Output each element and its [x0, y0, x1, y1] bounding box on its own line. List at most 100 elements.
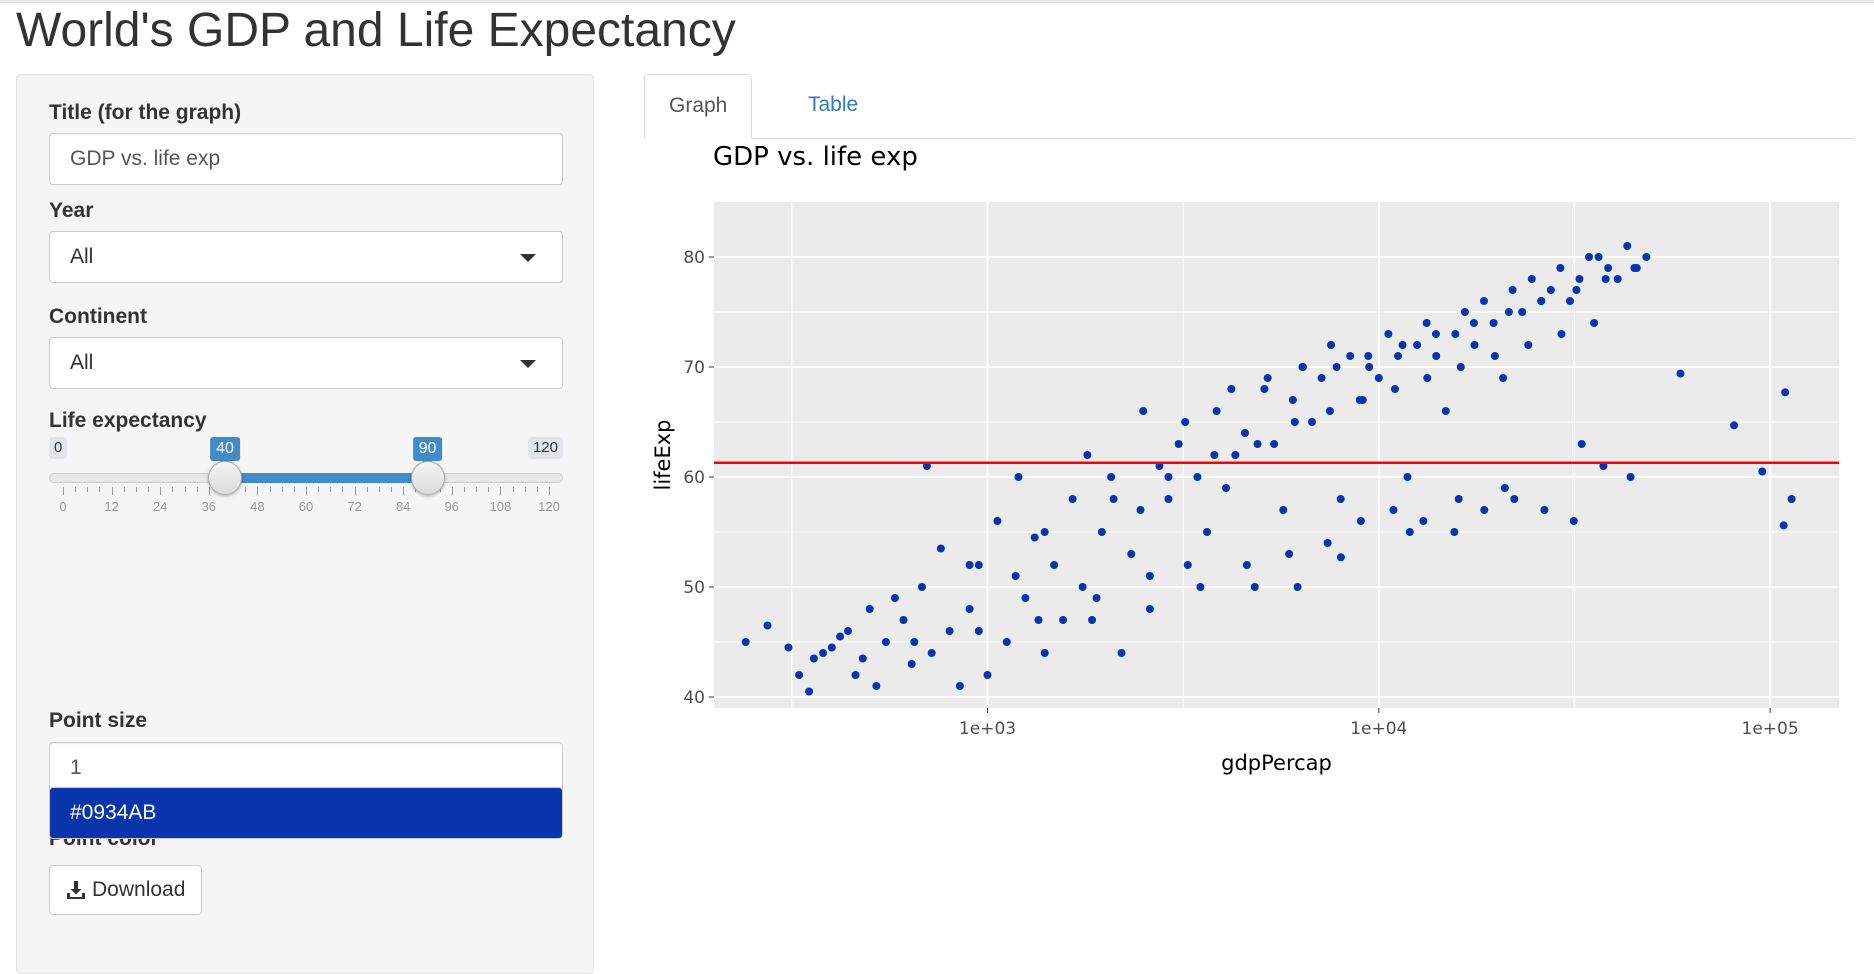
data-point [1196, 583, 1205, 591]
slider-tick [75, 487, 77, 492]
data-point [1145, 605, 1154, 613]
data-point [917, 583, 926, 591]
data-point [1250, 583, 1259, 591]
data-point [1394, 352, 1403, 360]
data-point [1490, 352, 1499, 360]
data-point [1601, 275, 1610, 283]
slider-tick-label: 24 [152, 499, 168, 514]
scatter-chart: 40 50 60 70 80 1e+03 1e+04 1e+05 gdpPercap lifeEx… [651, 202, 1839, 775]
life-expectancy-slider[interactable]: 0 120 40 90 0 12 24 36 48 60 72 84 96 108 120 [49, 437, 563, 517]
data-point [1030, 533, 1039, 542]
data-point [1155, 462, 1164, 470]
slider-tick [293, 487, 295, 492]
y-tick-label: 40 [683, 688, 705, 708]
slider-tick-label: 48 [250, 499, 265, 514]
continent-select[interactable]: All [49, 337, 563, 389]
slider-tick [257, 487, 259, 495]
x-tick-label: 1e+05 [1742, 719, 1799, 739]
tab-table[interactable]: Table [808, 93, 859, 116]
slider-tick [184, 487, 186, 492]
data-point [974, 561, 983, 569]
data-point [1456, 363, 1465, 371]
data-point [1613, 275, 1622, 283]
data-point [1174, 440, 1183, 448]
data-point [1365, 363, 1374, 371]
slider-tick [536, 487, 538, 492]
data-point [1398, 341, 1407, 349]
data-point [1136, 506, 1145, 514]
year-label: Year [49, 199, 94, 222]
slider-tick [476, 487, 478, 492]
data-point [872, 682, 881, 690]
data-point [1642, 253, 1651, 261]
data-point [1164, 473, 1173, 481]
slider-tick [391, 487, 393, 492]
data-point [1565, 297, 1574, 305]
data-point [1450, 528, 1459, 536]
title-input[interactable] [49, 133, 563, 185]
data-point [1423, 374, 1432, 382]
data-point [1288, 396, 1297, 404]
slider-tick [500, 487, 502, 495]
data-point [1479, 297, 1488, 305]
continent-select-value: All [70, 351, 94, 374]
point-color-input[interactable]: #0934AB [49, 787, 563, 839]
data-point [1489, 319, 1498, 327]
slider-tick [451, 487, 453, 495]
data-point [1298, 363, 1307, 371]
data-point [974, 627, 983, 635]
data-point [1569, 517, 1578, 525]
data-point [922, 462, 931, 470]
data-point [1403, 473, 1412, 481]
slider-tick [342, 487, 344, 492]
y-axis-label: lifeExp [651, 419, 675, 490]
data-point [1518, 308, 1527, 316]
slider-tick-label: 120 [538, 499, 560, 514]
slider-tick [378, 487, 380, 492]
data-point [1059, 616, 1068, 624]
plot-panel [714, 202, 1839, 708]
slider-tick [512, 487, 514, 492]
data-point [1323, 539, 1332, 547]
caret-down-icon [520, 254, 536, 262]
data-point [865, 605, 874, 613]
slider-high-handle[interactable] [410, 461, 445, 495]
data-point [1260, 385, 1269, 393]
data-point [1164, 495, 1173, 503]
data-point [965, 561, 974, 569]
data-point [1011, 572, 1020, 580]
slider-tick [366, 487, 368, 492]
slider-tick [63, 487, 64, 495]
point-size-input[interactable] [49, 742, 563, 794]
data-point [1599, 462, 1608, 470]
data-point [1384, 330, 1393, 338]
slider-tick [111, 487, 113, 495]
data-point [1332, 363, 1341, 371]
data-point [1676, 369, 1685, 378]
data-point [1594, 253, 1603, 261]
download-button[interactable]: Download [49, 865, 203, 915]
data-point [1390, 385, 1399, 393]
data-point [1107, 473, 1116, 481]
year-select[interactable]: All [49, 231, 563, 283]
data-point [1040, 649, 1049, 657]
data-point [907, 660, 916, 668]
slider-tick [208, 487, 210, 495]
data-point [1068, 495, 1077, 503]
data-point [1358, 396, 1367, 404]
data-point [1279, 506, 1288, 514]
data-point [1356, 517, 1365, 525]
data-point [1088, 616, 1097, 624]
data-point [1021, 594, 1030, 602]
data-point [1240, 429, 1249, 437]
data-point [1779, 521, 1788, 530]
data-point [1325, 407, 1334, 415]
slider-low-handle[interactable] [208, 461, 242, 495]
data-point [819, 649, 828, 657]
download-icon [67, 881, 85, 899]
tab-graph[interactable]: Graph [644, 74, 753, 139]
data-point [1454, 495, 1463, 503]
data-point [1050, 561, 1059, 569]
data-point [1253, 440, 1262, 448]
data-point [1604, 264, 1613, 272]
